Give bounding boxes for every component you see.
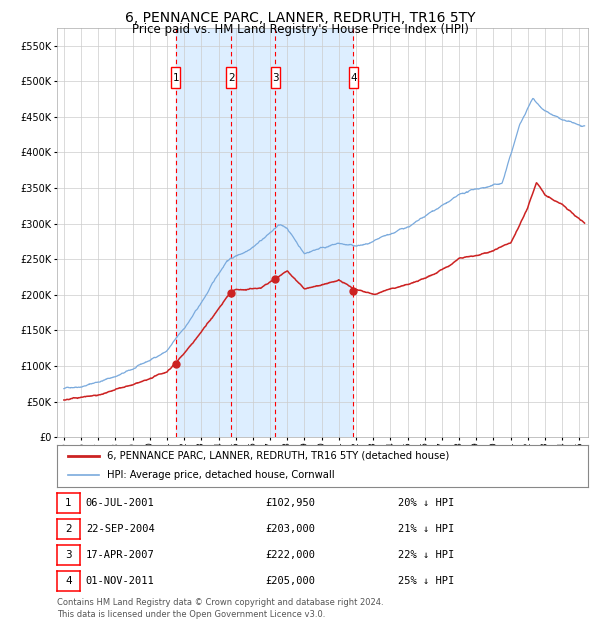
Text: 1: 1 — [172, 73, 179, 82]
Text: 25% ↓ HPI: 25% ↓ HPI — [398, 576, 454, 586]
Text: 4: 4 — [350, 73, 356, 82]
FancyBboxPatch shape — [171, 67, 181, 89]
Text: £203,000: £203,000 — [266, 524, 316, 534]
Text: 17-APR-2007: 17-APR-2007 — [86, 550, 155, 560]
Text: Contains HM Land Registry data © Crown copyright and database right 2024.: Contains HM Land Registry data © Crown c… — [57, 598, 383, 607]
Text: 20% ↓ HPI: 20% ↓ HPI — [398, 498, 454, 508]
Text: £205,000: £205,000 — [266, 576, 316, 586]
Text: £102,950: £102,950 — [266, 498, 316, 508]
FancyBboxPatch shape — [226, 67, 236, 89]
Text: 22-SEP-2004: 22-SEP-2004 — [86, 524, 155, 534]
Text: 06-JUL-2001: 06-JUL-2001 — [86, 498, 155, 508]
Bar — [176, 28, 353, 437]
FancyBboxPatch shape — [271, 67, 280, 89]
Text: 3: 3 — [65, 550, 72, 560]
Text: 2: 2 — [65, 524, 72, 534]
Text: This data is licensed under the Open Government Licence v3.0.: This data is licensed under the Open Gov… — [57, 610, 325, 619]
Text: 4: 4 — [65, 576, 72, 586]
Text: 22% ↓ HPI: 22% ↓ HPI — [398, 550, 454, 560]
Text: 3: 3 — [272, 73, 278, 82]
Text: 2: 2 — [228, 73, 235, 82]
Text: 6, PENNANCE PARC, LANNER, REDRUTH, TR16 5TY (detached house): 6, PENNANCE PARC, LANNER, REDRUTH, TR16 … — [107, 451, 449, 461]
Text: £222,000: £222,000 — [266, 550, 316, 560]
Text: HPI: Average price, detached house, Cornwall: HPI: Average price, detached house, Corn… — [107, 471, 335, 480]
Text: Price paid vs. HM Land Registry's House Price Index (HPI): Price paid vs. HM Land Registry's House … — [131, 23, 469, 36]
Text: 21% ↓ HPI: 21% ↓ HPI — [398, 524, 454, 534]
Text: 6, PENNANCE PARC, LANNER, REDRUTH, TR16 5TY: 6, PENNANCE PARC, LANNER, REDRUTH, TR16 … — [125, 11, 475, 25]
Text: 1: 1 — [65, 498, 72, 508]
FancyBboxPatch shape — [349, 67, 358, 89]
Text: 01-NOV-2011: 01-NOV-2011 — [86, 576, 155, 586]
